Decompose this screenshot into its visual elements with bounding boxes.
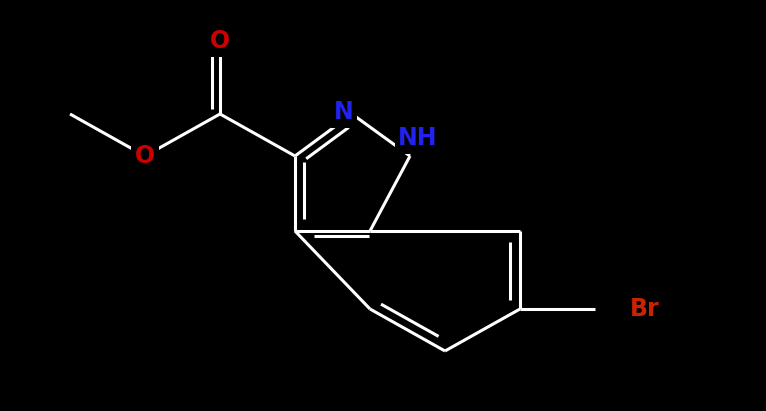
Text: Br: Br bbox=[630, 297, 660, 321]
Text: N: N bbox=[334, 100, 354, 124]
Text: O: O bbox=[210, 29, 230, 53]
Text: NH: NH bbox=[398, 126, 437, 150]
Text: O: O bbox=[135, 144, 155, 168]
